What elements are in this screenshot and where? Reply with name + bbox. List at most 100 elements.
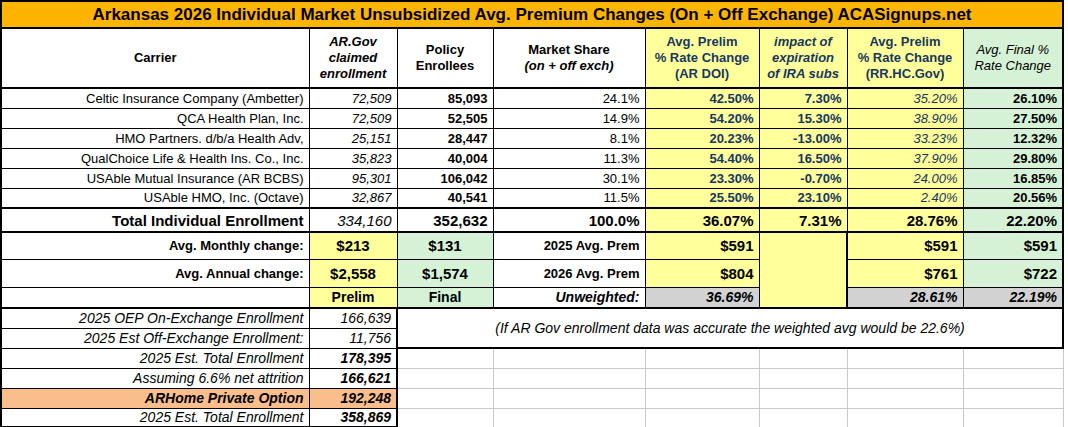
argov-enrollment: 95,301 bbox=[309, 168, 397, 188]
bottom-row: Assuming 6.6% net attrition 166,621 bbox=[1, 368, 1063, 388]
doi-rate-change: 20.23% bbox=[645, 128, 759, 148]
final-rate-change: 20.56% bbox=[963, 188, 1063, 208]
annual-change-argov: $2,558 bbox=[309, 259, 397, 287]
policy-enrollees: 52,505 bbox=[397, 108, 493, 128]
argov-enrollment: 25,151 bbox=[309, 128, 397, 148]
total-final: 22.20% bbox=[963, 208, 1063, 232]
market-line1: Market Share bbox=[528, 42, 610, 57]
final-rate-change: 12.32% bbox=[963, 128, 1063, 148]
col-header-argov: AR.Gov claimed enrollment bbox=[309, 28, 397, 88]
monthly-change-argov: $213 bbox=[309, 232, 397, 259]
ira-impact: 16.50% bbox=[759, 148, 847, 168]
ira-line1: impact of bbox=[774, 34, 832, 49]
total-enrollees: 352,632 bbox=[397, 208, 493, 232]
carrier-name: USAble HMO, Inc. (Octave) bbox=[1, 188, 309, 208]
bottom-row-value: 166,639 bbox=[309, 308, 397, 328]
spreadsheet: Arkansas 2026 Individual Market Unsubsid… bbox=[0, 0, 1068, 427]
total-row: Total Individual Enrollment 334,160 352,… bbox=[1, 208, 1063, 232]
carrier-name: USAble Mutual Insurance (AR BCBS) bbox=[1, 168, 309, 188]
final-rate-change: 27.50% bbox=[963, 108, 1063, 128]
empty-cell bbox=[645, 368, 759, 388]
empty-cell bbox=[759, 408, 847, 427]
empty-cell bbox=[645, 388, 759, 408]
bottom-row-value: 178,395 bbox=[309, 348, 397, 368]
policy-enrollees: 106,042 bbox=[397, 168, 493, 188]
ira-impact: 23.10% bbox=[759, 188, 847, 208]
total-doi: 36.07% bbox=[645, 208, 759, 232]
empty-cell bbox=[397, 368, 493, 388]
empty-cell bbox=[493, 408, 645, 427]
weighted-avg-note: (If AR Gov enrollment data was accurate … bbox=[397, 308, 1063, 348]
page-title: Arkansas 2026 Individual Market Unsubsid… bbox=[1, 1, 1063, 28]
carrier-row: USAble HMO, Inc. (Octave) 32,867 40,541 … bbox=[1, 188, 1063, 208]
carrier-row: Celtic Insurance Company (Ambetter) 72,5… bbox=[1, 88, 1063, 108]
total-rr: 28.76% bbox=[847, 208, 963, 232]
prem-2025-final: $591 bbox=[963, 232, 1063, 259]
prem-2025-label: 2025 Avg. Prem bbox=[493, 232, 645, 259]
col-header-policy: Policy Enrollees bbox=[397, 28, 493, 88]
empty-cell bbox=[645, 348, 759, 368]
market-share: 8.1% bbox=[493, 128, 645, 148]
bottom-row-label: 2025 OEP On-Exchange Enrollment bbox=[1, 308, 309, 328]
ira-impact: 7.30% bbox=[759, 88, 847, 108]
final-line2: Rate Change bbox=[974, 58, 1051, 73]
empty-cell bbox=[847, 348, 963, 368]
summary-row: Prelim Final Unweighted: 36.69% 28.61% 2… bbox=[1, 287, 1063, 308]
policy-line2: Enrollees bbox=[416, 58, 475, 73]
total-label: Total Individual Enrollment bbox=[1, 208, 309, 232]
market-share: 14.9% bbox=[493, 108, 645, 128]
col-header-carrier-label: Carrier bbox=[134, 50, 177, 65]
total-ira: 7.31% bbox=[759, 208, 847, 232]
argov-enrollment: 72,509 bbox=[309, 108, 397, 128]
bottom-row-value: 166,621 bbox=[309, 368, 397, 388]
empty-cell bbox=[493, 368, 645, 388]
prelim-label: Prelim bbox=[309, 287, 397, 308]
annual-change-enrollees: $1,574 bbox=[397, 259, 493, 287]
prem-2026-doi: $804 bbox=[645, 259, 759, 287]
policy-enrollees: 40,004 bbox=[397, 148, 493, 168]
bottom-row: 2025 Est. Total Enrollment 178,395 bbox=[1, 348, 1063, 368]
ira-line3: of IRA subs bbox=[767, 66, 839, 81]
col-header-prelim-doi: Avg. Prelim % Rate Change (AR DOI) bbox=[645, 28, 759, 88]
rr-line1: Avg. Prelim bbox=[869, 34, 940, 49]
annual-change-label: Avg. Annual change: bbox=[1, 259, 309, 287]
doi-line2: % Rate Change bbox=[655, 50, 750, 65]
doi-rate-change: 23.30% bbox=[645, 168, 759, 188]
empty-cell bbox=[963, 348, 1063, 368]
final-rate-change: 16.85% bbox=[963, 168, 1063, 188]
empty-cell bbox=[397, 388, 493, 408]
monthly-change-label: Avg. Monthly change: bbox=[1, 232, 309, 259]
ira-impact: -0.70% bbox=[759, 168, 847, 188]
carrier-name: QCA Health Plan, Inc. bbox=[1, 108, 309, 128]
argov-enrollment: 35,823 bbox=[309, 148, 397, 168]
rr-rate-change: 24.00% bbox=[847, 168, 963, 188]
bottom-row: 2025 OEP On-Exchange Enrollment 166,639 … bbox=[1, 308, 1063, 328]
policy-enrollees: 85,093 bbox=[397, 88, 493, 108]
col-header-market-share: Market Share (on + off exch) bbox=[493, 28, 645, 88]
prem-2026-label: 2026 Avg. Prem bbox=[493, 259, 645, 287]
ira-line2: expiration bbox=[772, 50, 834, 65]
rr-line2: % Rate Change bbox=[858, 50, 953, 65]
prem-2025-doi: $591 bbox=[645, 232, 759, 259]
summary-empty-cell bbox=[1, 287, 309, 308]
rr-rate-change: 35.20% bbox=[847, 88, 963, 108]
policy-enrollees: 40,541 bbox=[397, 188, 493, 208]
title-row: Arkansas 2026 Individual Market Unsubsid… bbox=[1, 1, 1063, 28]
rr-rate-change: 38.90% bbox=[847, 108, 963, 128]
rr-rate-change: 33.23% bbox=[847, 128, 963, 148]
premium-table: Arkansas 2026 Individual Market Unsubsid… bbox=[0, 0, 1064, 427]
empty-cell bbox=[759, 368, 847, 388]
total-argov: 334,160 bbox=[309, 208, 397, 232]
final-rate-change: 29.80% bbox=[963, 148, 1063, 168]
policy-enrollees: 28,447 bbox=[397, 128, 493, 148]
argov-enrollment: 72,509 bbox=[309, 88, 397, 108]
policy-line1: Policy bbox=[426, 42, 464, 57]
empty-cell bbox=[759, 348, 847, 368]
empty-cell bbox=[847, 408, 963, 427]
carrier-row: QCA Health Plan, Inc. 72,509 52,505 14.9… bbox=[1, 108, 1063, 128]
empty-cell bbox=[759, 388, 847, 408]
market-line2: (on + off exch) bbox=[525, 58, 614, 73]
carrier-row: USAble Mutual Insurance (AR BCBS) 95,301… bbox=[1, 168, 1063, 188]
ira-impact: 15.30% bbox=[759, 108, 847, 128]
unweighted-rr: 28.61% bbox=[847, 287, 963, 308]
